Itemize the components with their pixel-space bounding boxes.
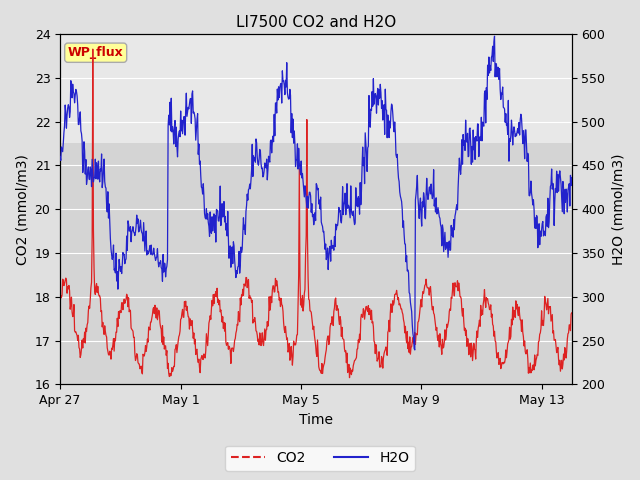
Text: WP_flux: WP_flux <box>68 46 124 59</box>
Y-axis label: H2O (mmol/m3): H2O (mmol/m3) <box>611 154 625 265</box>
Bar <box>60 34 572 144</box>
X-axis label: Time: Time <box>299 413 333 427</box>
Y-axis label: CO2 (mmol/m3): CO2 (mmol/m3) <box>15 154 29 264</box>
Legend: CO2, H2O: CO2, H2O <box>225 445 415 471</box>
Title: LI7500 CO2 and H2O: LI7500 CO2 and H2O <box>236 15 396 30</box>
